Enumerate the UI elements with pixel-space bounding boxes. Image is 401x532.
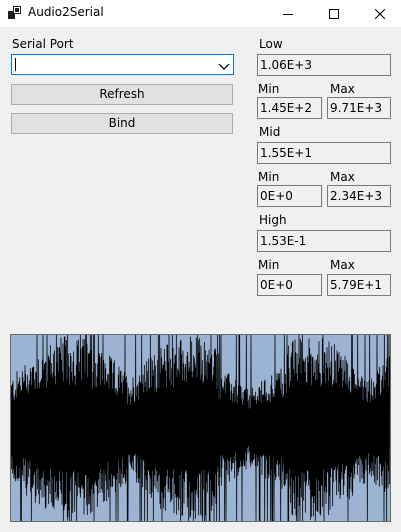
serial-port-combobox[interactable]: [11, 54, 234, 75]
close-button[interactable]: [357, 0, 401, 27]
high-max-field[interactable]: 5.79E+1: [327, 274, 391, 296]
text-caret: [15, 58, 16, 71]
close-icon: [375, 8, 385, 19]
mid-label: Mid: [259, 125, 281, 139]
low-min-field[interactable]: 1.45E+2: [257, 97, 322, 119]
low-value-field[interactable]: 1.06E+3: [257, 54, 391, 76]
waveform-panel: [10, 334, 391, 522]
low-label: Low: [259, 37, 283, 51]
chevron-down-icon[interactable]: [218, 60, 230, 74]
waveform-display: [11, 335, 390, 521]
maximize-icon: [329, 8, 339, 19]
high-min-label: Min: [258, 258, 280, 272]
window-app-icon: [8, 6, 21, 19]
minimize-icon: [283, 9, 293, 19]
mid-min-field[interactable]: 0E+0: [257, 185, 322, 207]
low-min-label: Min: [258, 82, 280, 96]
minimize-button[interactable]: [265, 0, 311, 27]
bind-button[interactable]: Bind: [11, 113, 233, 134]
refresh-button[interactable]: Refresh: [11, 84, 233, 105]
high-min-field[interactable]: 0E+0: [257, 274, 322, 296]
high-value-field[interactable]: 1.53E-1: [257, 230, 391, 252]
low-max-label: Max: [330, 82, 355, 96]
mid-max-label: Max: [330, 170, 355, 184]
high-max-label: Max: [330, 258, 355, 272]
title-bar[interactable]: Audio2Serial: [0, 0, 401, 27]
mid-value-field[interactable]: 1.55E+1: [257, 142, 391, 164]
mid-max-field[interactable]: 2.34E+3: [327, 185, 391, 207]
maximize-button[interactable]: [311, 0, 357, 27]
low-max-field[interactable]: 9.71E+3: [327, 97, 391, 119]
waveform-line: [11, 335, 390, 521]
mid-min-label: Min: [258, 170, 280, 184]
high-label: High: [259, 213, 287, 227]
window-title: Audio2Serial: [28, 5, 104, 19]
serial-port-label: Serial Port: [12, 37, 74, 51]
